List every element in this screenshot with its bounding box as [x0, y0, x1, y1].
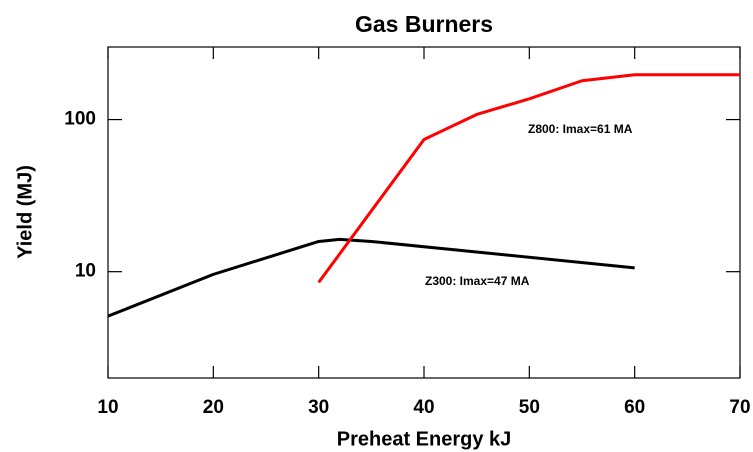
- line-series: [107, 237, 635, 318]
- x-tick-label: 30: [308, 397, 329, 418]
- y-axis-title: Yield (MJ): [14, 165, 36, 259]
- x-tick-label: 40: [413, 397, 434, 418]
- x-axis-title: Preheat Energy kJ: [337, 428, 512, 450]
- x-tick-label: 20: [203, 397, 224, 418]
- y-tick-label: 10: [75, 261, 96, 282]
- x-tick-label: 70: [729, 397, 750, 418]
- annotation: Z300: Imax=47 MA: [425, 274, 530, 288]
- x-tick-label: 50: [519, 397, 540, 418]
- x-tick-label: 60: [624, 397, 645, 418]
- x-tick-label: 10: [97, 397, 118, 418]
- chart-title: Gas Burners: [355, 11, 493, 37]
- line-series: [317, 73, 740, 284]
- plot-frame: [107, 46, 741, 379]
- y-tick-label: 100: [64, 109, 96, 130]
- annotation: Z800: Imax=61 MA: [528, 122, 633, 136]
